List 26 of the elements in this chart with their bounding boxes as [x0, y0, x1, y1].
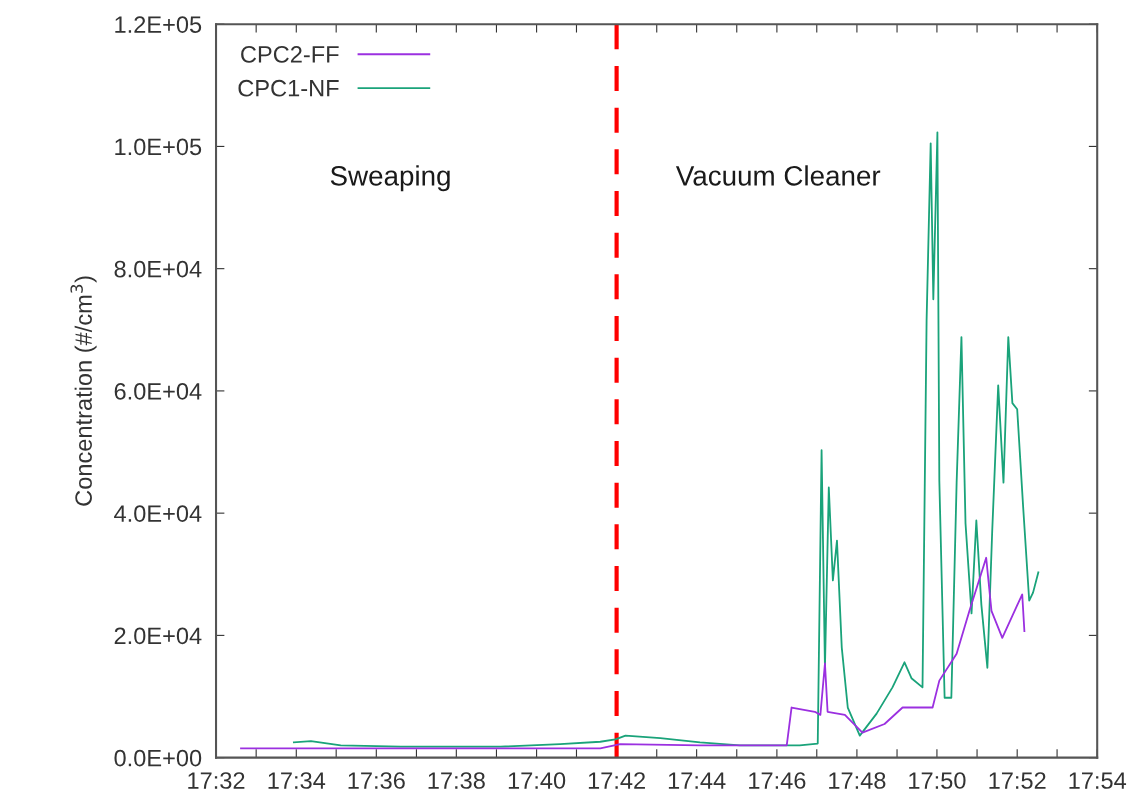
y-axis-title: Concentration (#/cm$^{3}$) [70, 276, 97, 506]
y-tick-label: 1.2E+05 [115, 16, 202, 33]
y-tick-label: 6.0E+04 [114, 382, 202, 400]
y-tick-label: 1.0E+05 [115, 138, 202, 156]
x-tick-label: 17:32 [188, 772, 245, 789]
legend-label: CPC2-FF [241, 46, 339, 63]
line-series [292, 131, 1040, 748]
x-tick-label: 17:48 [829, 772, 886, 789]
annotation: Vacuum Cleaner [675, 165, 881, 186]
x-tick-label: 17:38 [428, 772, 485, 789]
x-tick-label: 17:50 [909, 772, 966, 789]
line-series [240, 556, 1026, 750]
legend-label: CPC1-NF [238, 79, 339, 97]
x-tick-label: 17:44 [668, 772, 726, 789]
y-tick-label: 4.0E+04 [114, 505, 202, 522]
x-tick-label: 17:46 [749, 772, 806, 789]
annotation: Sweaping [330, 165, 450, 192]
x-tick-label: 17:54 [1069, 772, 1127, 789]
y-tick-label: 2.0E+04 [114, 627, 202, 645]
y-tick-label: 0.0E+00 [114, 749, 202, 767]
y-tick-label: 8.0E+04 [114, 260, 202, 278]
x-tick-label: 17:40 [508, 772, 566, 789]
x-tick-label: 17:42 [588, 772, 645, 789]
x-tick-label: 17:52 [989, 772, 1046, 789]
x-tick-label: 17:34 [268, 772, 326, 789]
x-tick-label: 17:36 [348, 772, 405, 789]
